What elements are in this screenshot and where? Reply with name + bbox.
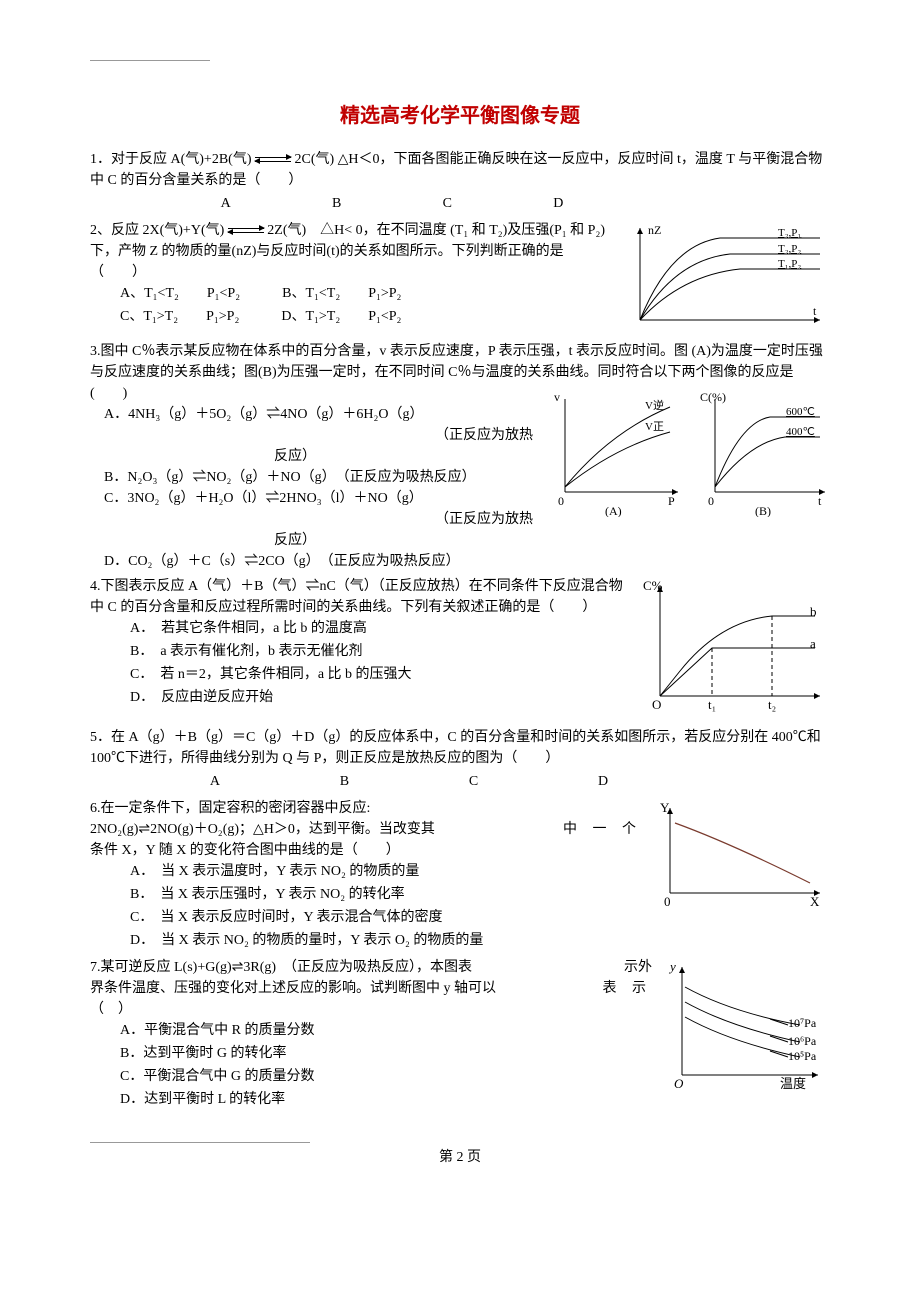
svg-text:t: t: [813, 304, 817, 318]
svg-text:t₁: t₁: [708, 697, 716, 712]
q7-line2: 界条件温度、压强的变化对上述反应的影响。试判断图中 y 轴可以 表 示: [90, 978, 652, 999]
q7-line1: 7.某可逆反应 L(s)+G(g)⇌3R(g) （正反应为吸热反应），本图表 示…: [90, 957, 652, 978]
question-7: y O 温度 10⁷Pa 10⁶Pa 10⁵Pa 7.某可逆反应 L(s)+G(…: [90, 957, 830, 1112]
choice-c: C: [443, 193, 452, 214]
q5-num: 5．: [90, 730, 111, 745]
svg-text:P: P: [668, 494, 675, 508]
svg-text:X: X: [810, 894, 820, 908]
svg-text:0: 0: [664, 894, 671, 908]
q7-chart: y O 温度 10⁷Pa 10⁶Pa 10⁵Pa: [660, 957, 830, 1099]
svg-text:10⁵Pa: 10⁵Pa: [788, 1049, 817, 1063]
choice-b: B: [340, 771, 349, 792]
svg-text:(B): (B): [755, 504, 771, 517]
choice-a: A: [221, 193, 231, 214]
svg-text:400℃: 400℃: [786, 426, 815, 438]
q1-num: 1．: [90, 152, 111, 167]
q2-text: 反应 2X(气)+Y(气): [111, 223, 224, 238]
page: 精选高考化学平衡图像专题 1．对于反应 A(气)+2B(气) 2C(气) △H＜…: [0, 0, 920, 1198]
q5-text: 在 A（g）＋B（g）＝C（g）＋D（g）的反应体系中，C 的百分含量和时间的关…: [90, 730, 821, 766]
q2-chart: nZ t T₂,P₁ T₂,P₂ T₁,P₂: [620, 220, 830, 337]
q3-opt-d: D．CO₂（g）＋C（s）⇌2CO（g） （正反应为吸热反应）: [104, 551, 830, 572]
svg-text:T₁,P₂: T₁,P₂: [778, 258, 801, 270]
svg-text:Y: Y: [660, 800, 670, 815]
svg-text:0: 0: [708, 494, 714, 508]
page-footer: 第 2 页: [90, 1142, 830, 1168]
svg-text:y: y: [668, 959, 676, 974]
q4-text: 下图表示反应 A（气）＋B（气）⇌nC（气）（正反应放热）在不同条件下反应混合物…: [90, 579, 623, 615]
question-1: 1．对于反应 A(气)+2B(气) 2C(气) △H＜0，下面各图能正确反映在这…: [90, 149, 830, 214]
q6-line2: 2NO₂(g)⇌2NO(g)＋O₂(g)；△H＞0，达到平衡。当改变其 中 一 …: [90, 819, 642, 840]
svg-text:C(%): C(%): [700, 390, 726, 404]
svg-text:a: a: [810, 636, 816, 651]
header-rule: [90, 60, 210, 61]
q1-choice-row: A B C D: [170, 193, 614, 214]
q3-charts: v P 0 (A) V逆 V正 C(%) t 0 (B): [550, 387, 830, 524]
q2-num: 2、: [90, 223, 111, 238]
svg-text:10⁷Pa: 10⁷Pa: [788, 1016, 817, 1030]
svg-text:C%: C%: [643, 578, 663, 593]
choice-b: B: [332, 193, 341, 214]
question-5: 5．在 A（g）＋B（g）＝C（g）＋D（g）的反应体系中，C 的百分含量和时间…: [90, 727, 830, 792]
page-title: 精选高考化学平衡图像专题: [90, 101, 830, 131]
svg-text:10⁶Pa: 10⁶Pa: [788, 1034, 817, 1048]
svg-text:(A): (A): [605, 504, 622, 517]
question-4: C% O t₁ t₂ b a 4.下图表示反应 A（气）＋B（气）⇌nC（气）（…: [90, 576, 830, 723]
q4-chart: C% O t₁ t₂ b a: [640, 576, 830, 723]
svg-text:b: b: [810, 604, 817, 619]
q6-opt-d: D． 当 X 表示 NO₂ 的物质的量时，Y 表示 O₂ 的物质的量: [130, 930, 830, 951]
choice-d: D: [553, 193, 563, 214]
q1-text: 对于反应 A(气)+2B(气): [111, 152, 252, 167]
svg-text:0: 0: [558, 494, 564, 508]
question-6: Y 0 X 6.在一定条件下，固定容积的密闭容器中反应: 2NO₂(g)⇌2NO…: [90, 798, 830, 953]
svg-text:v: v: [554, 390, 560, 404]
footer-rule: [90, 1142, 310, 1143]
svg-text:O: O: [652, 697, 661, 712]
question-2: nZ t T₂,P₁ T₂,P₂ T₁,P₂ 2、反应 2X(气)+Y(气) 2…: [90, 220, 830, 337]
q6-chart: Y 0 X: [650, 798, 830, 915]
svg-text:温度: 温度: [780, 1076, 806, 1091]
q5-choice-row: A B C D: [150, 771, 668, 792]
page-number: 第 2 页: [90, 1147, 830, 1168]
svg-text:600℃: 600℃: [786, 406, 815, 418]
q3-num: 3.: [90, 344, 101, 359]
svg-text:T₂,P₁: T₂,P₁: [778, 227, 801, 239]
choice-a: A: [210, 771, 220, 792]
svg-text:O: O: [674, 1076, 684, 1091]
question-3: 3.图中 C％表示某反应物在体系中的百分含量，v 表示反应速度，P 表示压强，t…: [90, 341, 830, 572]
q4-num: 4.: [90, 579, 101, 594]
svg-text:T₂,P₂: T₂,P₂: [778, 243, 801, 255]
svg-text:t₂: t₂: [768, 697, 776, 712]
choice-c: C: [469, 771, 478, 792]
svg-text:V正: V正: [645, 421, 664, 433]
choice-d: D: [598, 771, 608, 792]
svg-text:V逆: V逆: [645, 398, 664, 412]
nz-label: nZ: [648, 223, 661, 237]
svg-text:t: t: [818, 494, 822, 508]
